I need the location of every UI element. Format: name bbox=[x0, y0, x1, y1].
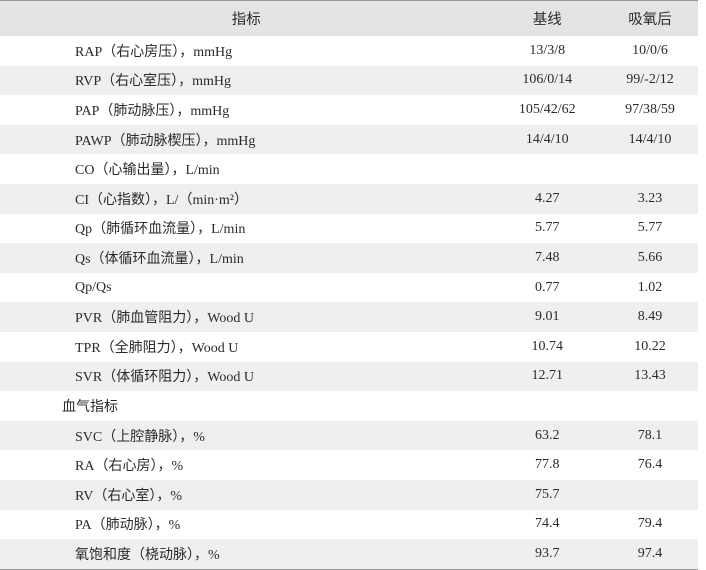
header-cell: 指标 bbox=[0, 0, 493, 36]
value-cell: 13/3/8 bbox=[529, 42, 566, 58]
value-cell: 9.01 bbox=[492, 302, 602, 332]
row-label: Qp（肺循环血流量），L/min bbox=[75, 222, 246, 238]
value-cell: 14/4/10 bbox=[601, 124, 698, 155]
value-cell: 10.22 bbox=[634, 338, 666, 354]
value-cell: 13.43 bbox=[601, 361, 698, 392]
table-row: RVP（右心室压），mmHg 106/0/14 99/-2/12 bbox=[0, 65, 698, 96]
value-cell: 10.74 bbox=[531, 338, 563, 354]
value-cell: 10/0/6 bbox=[632, 42, 668, 58]
header-row: 指标 基线 吸氧后 bbox=[0, 0, 698, 36]
table-row: PVR（肺血管阻力），Wood U 9.01 8.49 bbox=[0, 302, 698, 332]
table-row: Qs（体循环血流量），L/min 7.48 5.66 bbox=[0, 243, 698, 273]
table-row: PAP（肺动脉压），mmHg 105/42/62 97/38/59 bbox=[0, 95, 698, 125]
table-row: PAWP（肺动脉楔压），mmHg 14/4/10 14/4/10 bbox=[0, 124, 698, 155]
table-row: 血气指标 bbox=[0, 391, 698, 421]
table-row: CI（心指数），L/（min·m²） 4.27 3.23 bbox=[0, 183, 698, 214]
row-label: CO（心输出量），L/min bbox=[75, 163, 220, 179]
row-label: 氧饱和度（桡动脉），% bbox=[0, 539, 493, 570]
table-row: CO（心输出量），L/min bbox=[0, 154, 698, 184]
value-cell: 106/0/14 bbox=[492, 65, 602, 96]
value-cell: 97/38/59 bbox=[625, 101, 675, 117]
table-row: RV（右心室），% 75.7 bbox=[0, 479, 698, 510]
value-cell bbox=[493, 154, 602, 184]
row-label: PVR（肺血管阻力），Wood U bbox=[0, 302, 493, 332]
table-row: SVR（体循环阻力），Wood U 12.71 13.43 bbox=[0, 361, 698, 392]
value-cell: 0.77 bbox=[534, 279, 560, 295]
row-label: 血气指标 bbox=[62, 399, 118, 415]
row-label: RVP（右心室压），mmHg bbox=[0, 65, 493, 96]
value-cell: 8.49 bbox=[601, 302, 698, 332]
header-cell: 吸氧后 bbox=[601, 0, 698, 36]
value-cell: 7.48 bbox=[492, 243, 602, 273]
row-label: CI（心指数），L/（min·m²） bbox=[0, 183, 493, 214]
value-cell: 14/4/10 bbox=[492, 124, 602, 155]
value-cell: 76.4 bbox=[637, 457, 663, 473]
header-cell: 基线 bbox=[492, 0, 602, 36]
table-row: RAP（右心房压），mmHg 13/3/8 10/0/6 bbox=[0, 36, 698, 66]
row-label: Qp/Qs bbox=[75, 279, 112, 295]
row-label: PAP（肺动脉压），mmHg bbox=[75, 103, 230, 119]
table-row: Qp/Qs 0.77 1.02 bbox=[0, 273, 698, 303]
value-cell bbox=[602, 391, 698, 421]
value-cell bbox=[601, 479, 698, 510]
value-cell: 5.77 bbox=[637, 220, 663, 236]
table-row: PA（肺动脉），% 74.4 79.4 bbox=[0, 510, 698, 540]
row-label: Qs（体循环血流量），L/min bbox=[0, 243, 493, 273]
value-cell: 74.4 bbox=[534, 516, 560, 532]
value-cell: 99/-2/12 bbox=[601, 65, 698, 96]
value-cell: 75.7 bbox=[492, 479, 602, 510]
value-cell: 4.27 bbox=[492, 183, 602, 214]
value-cell: 63.2 bbox=[492, 420, 602, 451]
value-cell bbox=[493, 391, 602, 421]
value-cell: 105/42/62 bbox=[518, 101, 576, 117]
table-row: Qp（肺循环血流量），L/min 5.77 5.77 bbox=[0, 214, 698, 244]
row-label: TPR（全肺阻力），Wood U bbox=[75, 340, 239, 356]
value-cell: 79.4 bbox=[637, 516, 663, 532]
table-row: 氧饱和度（桡动脉），% 93.7 97.4 bbox=[0, 539, 698, 570]
row-label: PA（肺动脉），% bbox=[75, 518, 181, 534]
table-row: SVC（上腔静脉），% 63.2 78.1 bbox=[0, 420, 698, 451]
value-cell: 78.1 bbox=[601, 420, 698, 451]
table-row: RA（右心房），% 77.8 76.4 bbox=[0, 450, 698, 480]
value-cell: 5.66 bbox=[601, 243, 698, 273]
row-label: RV（右心室），% bbox=[0, 479, 493, 510]
row-label: PAWP（肺动脉楔压），mmHg bbox=[0, 124, 493, 155]
value-cell: 1.02 bbox=[637, 279, 663, 295]
value-cell: 5.77 bbox=[534, 220, 560, 236]
row-label: RAP（右心房压），mmHg bbox=[75, 44, 233, 60]
row-label: RA（右心房），% bbox=[75, 459, 184, 475]
value-cell: 12.71 bbox=[492, 361, 602, 392]
value-cell: 97.4 bbox=[601, 539, 698, 570]
value-cell bbox=[602, 154, 698, 184]
value-cell: 3.23 bbox=[601, 183, 698, 214]
value-cell: 77.8 bbox=[534, 457, 560, 473]
row-label: SVC（上腔静脉），% bbox=[0, 420, 493, 451]
row-label: SVR（体循环阻力），Wood U bbox=[0, 361, 493, 392]
table-row: TPR（全肺阻力），Wood U 10.74 10.22 bbox=[0, 332, 698, 362]
value-cell: 93.7 bbox=[492, 539, 602, 570]
